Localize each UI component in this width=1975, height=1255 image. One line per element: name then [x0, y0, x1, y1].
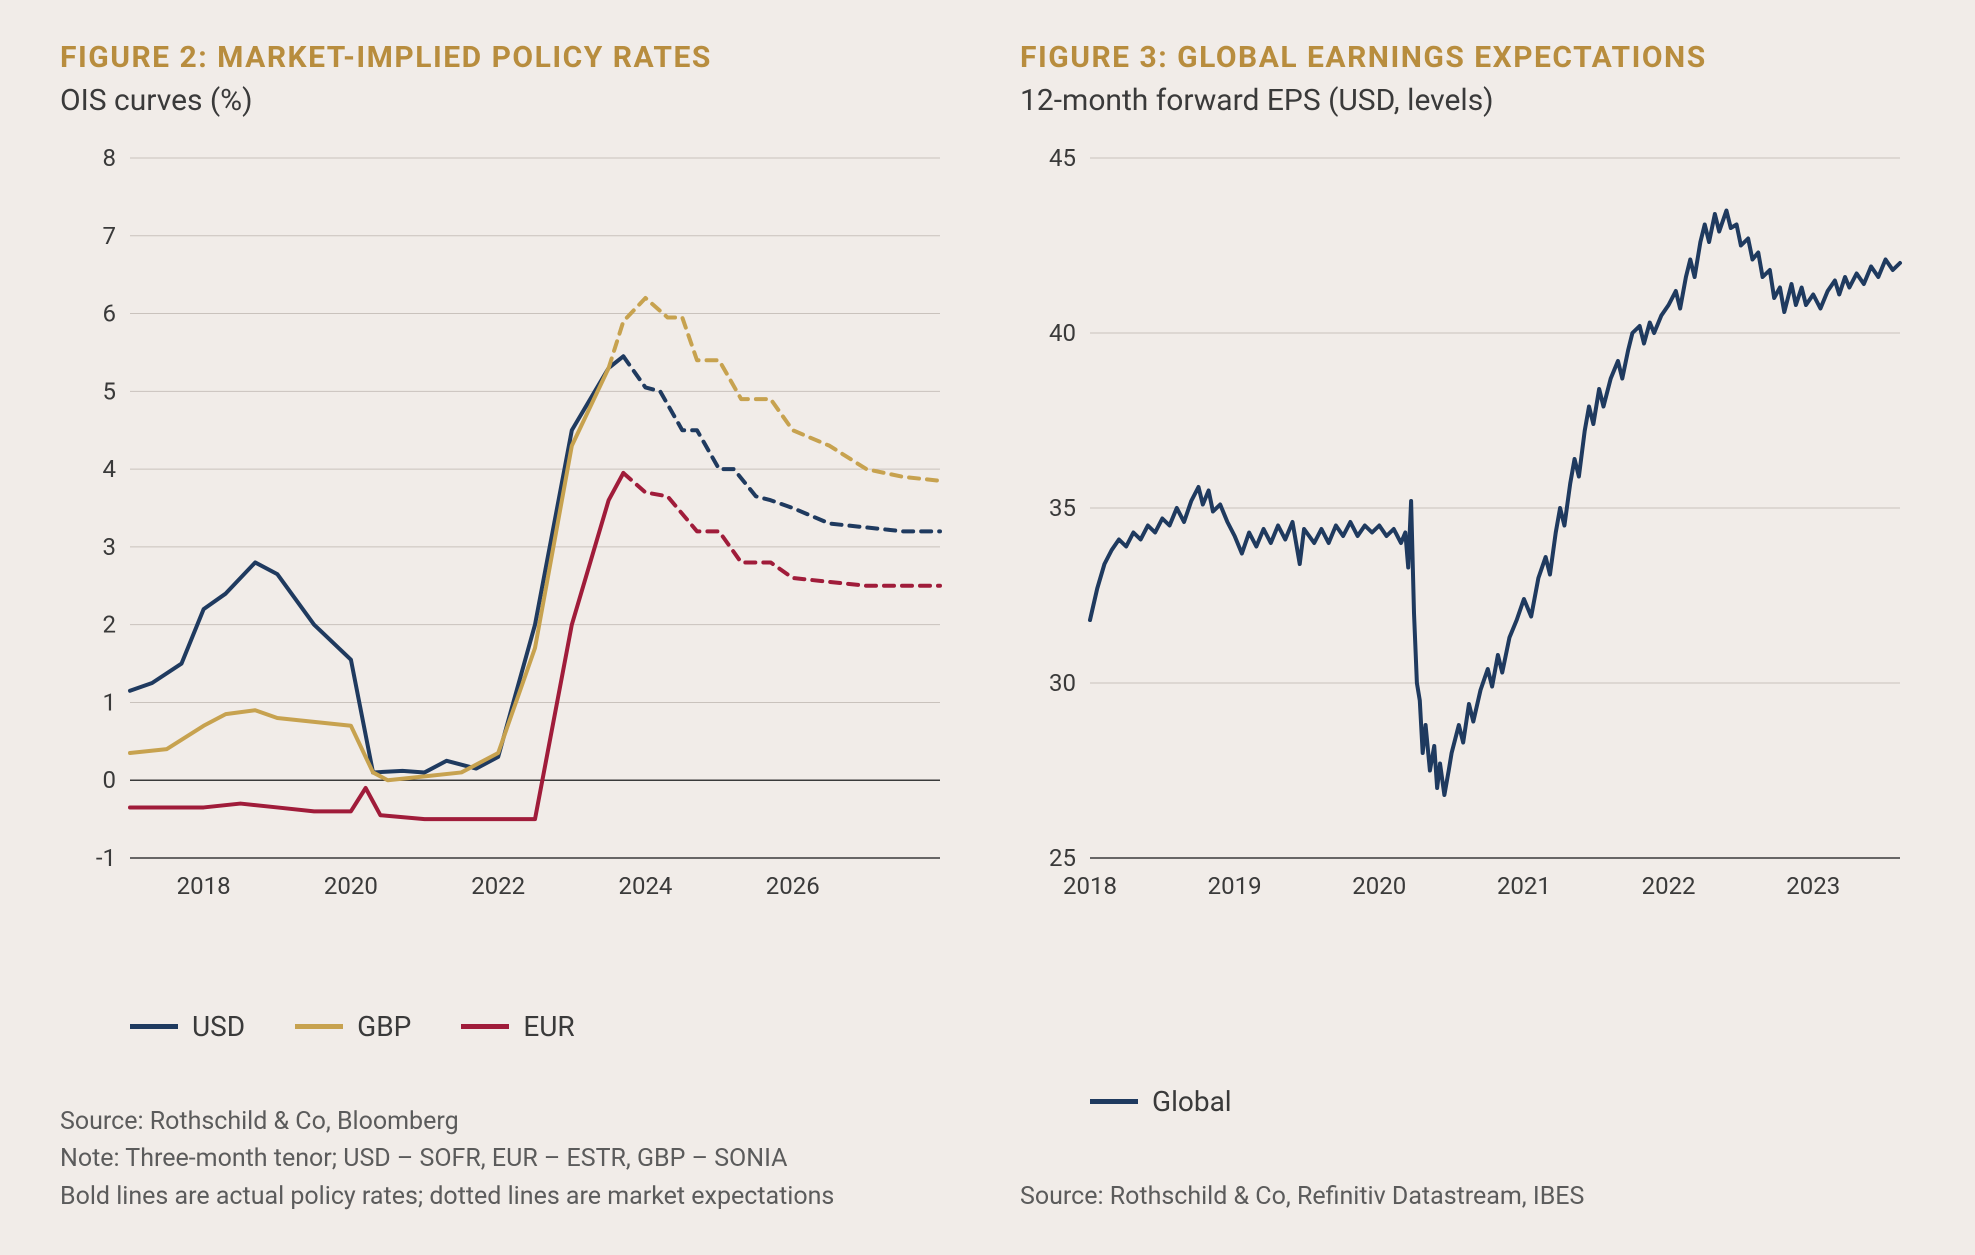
- svg-text:4: 4: [103, 455, 117, 483]
- figure-3-svg: 25 30 35 40 45 2018 2019 2020 2021 2022 2023: [1020, 148, 1920, 908]
- figure-3-panel: FIGURE 3: GLOBAL EARNINGS EXPECTATIONS 1…: [1020, 40, 1920, 1215]
- svg-text:2020: 2020: [1352, 872, 1406, 900]
- svg-text:2019: 2019: [1208, 872, 1262, 900]
- svg-text:-1: -1: [96, 844, 116, 872]
- legend-swatch: [1090, 1099, 1138, 1104]
- figure-container: FIGURE 2: MARKET-IMPLIED POLICY RATES OI…: [60, 40, 1915, 1215]
- svg-text:30: 30: [1049, 669, 1076, 697]
- figure-3-title: FIGURE 3: GLOBAL EARNINGS EXPECTATIONS: [1020, 40, 1920, 75]
- svg-text:2: 2: [103, 611, 117, 639]
- svg-text:25: 25: [1049, 844, 1076, 872]
- legend-label: USD: [192, 1010, 245, 1043]
- legend-swatch: [461, 1024, 509, 1029]
- figure-2-chart: -1 0 1 2 3 4 5 6 7 8 2018 2020 2022 2024 2026: [60, 148, 960, 1000]
- figure-2-svg: -1 0 1 2 3 4 5 6 7 8 2018 2020 2022 2024 2026: [60, 148, 960, 908]
- svg-text:2020: 2020: [324, 872, 378, 900]
- legend-swatch: [130, 1024, 178, 1029]
- figure-2-panel: FIGURE 2: MARKET-IMPLIED POLICY RATES OI…: [60, 40, 960, 1215]
- svg-text:2026: 2026: [766, 872, 820, 900]
- figure-3-subtitle: 12-month forward EPS (USD, levels): [1020, 83, 1920, 118]
- svg-text:6: 6: [103, 300, 117, 328]
- legend-label: EUR: [523, 1010, 574, 1043]
- figure-2-title: FIGURE 2: MARKET-IMPLIED POLICY RATES: [60, 40, 960, 75]
- legend-item: USD: [130, 1010, 245, 1043]
- svg-text:1: 1: [103, 688, 117, 716]
- figure-2-note-2: Bold lines are actual policy rates; dott…: [60, 1178, 960, 1216]
- svg-text:45: 45: [1049, 148, 1076, 172]
- figure-2-footnotes: Source: Rothschild & Co, Bloomberg Note:…: [60, 1103, 960, 1216]
- figure-2-subtitle: OIS curves (%): [60, 83, 960, 118]
- legend-label: Global: [1152, 1085, 1232, 1118]
- svg-text:0: 0: [103, 766, 117, 794]
- legend-swatch: [295, 1024, 343, 1029]
- figure-2-note-1: Note: Three-month tenor; USD – SOFR, EUR…: [60, 1140, 960, 1178]
- svg-text:2018: 2018: [177, 872, 231, 900]
- svg-text:2024: 2024: [618, 872, 672, 900]
- svg-text:8: 8: [103, 148, 117, 172]
- legend-item: Global: [1090, 1085, 1232, 1118]
- svg-text:3: 3: [103, 533, 117, 561]
- figure-2-legend: USD GBP EUR: [130, 1010, 960, 1043]
- svg-text:2022: 2022: [471, 872, 525, 900]
- legend-item: EUR: [461, 1010, 574, 1043]
- svg-text:40: 40: [1049, 319, 1076, 347]
- svg-text:2018: 2018: [1063, 872, 1117, 900]
- svg-text:7: 7: [103, 222, 117, 250]
- figure-3-footnotes: Source: Rothschild & Co, Refinitiv Datas…: [1020, 1178, 1920, 1216]
- svg-text:2021: 2021: [1497, 872, 1551, 900]
- figure-3-source: Source: Rothschild & Co, Refinitiv Datas…: [1020, 1178, 1920, 1216]
- legend-item: GBP: [295, 1010, 411, 1043]
- svg-text:2023: 2023: [1786, 872, 1840, 900]
- svg-text:2022: 2022: [1642, 872, 1696, 900]
- figure-3-legend: Global: [1090, 1085, 1920, 1118]
- legend-label: GBP: [357, 1010, 411, 1043]
- svg-text:5: 5: [103, 377, 117, 405]
- figure-2-source: Source: Rothschild & Co, Bloomberg: [60, 1103, 960, 1141]
- svg-text:35: 35: [1049, 494, 1076, 522]
- figure-3-chart: 25 30 35 40 45 2018 2019 2020 2021 2022 2023: [1020, 148, 1920, 1075]
